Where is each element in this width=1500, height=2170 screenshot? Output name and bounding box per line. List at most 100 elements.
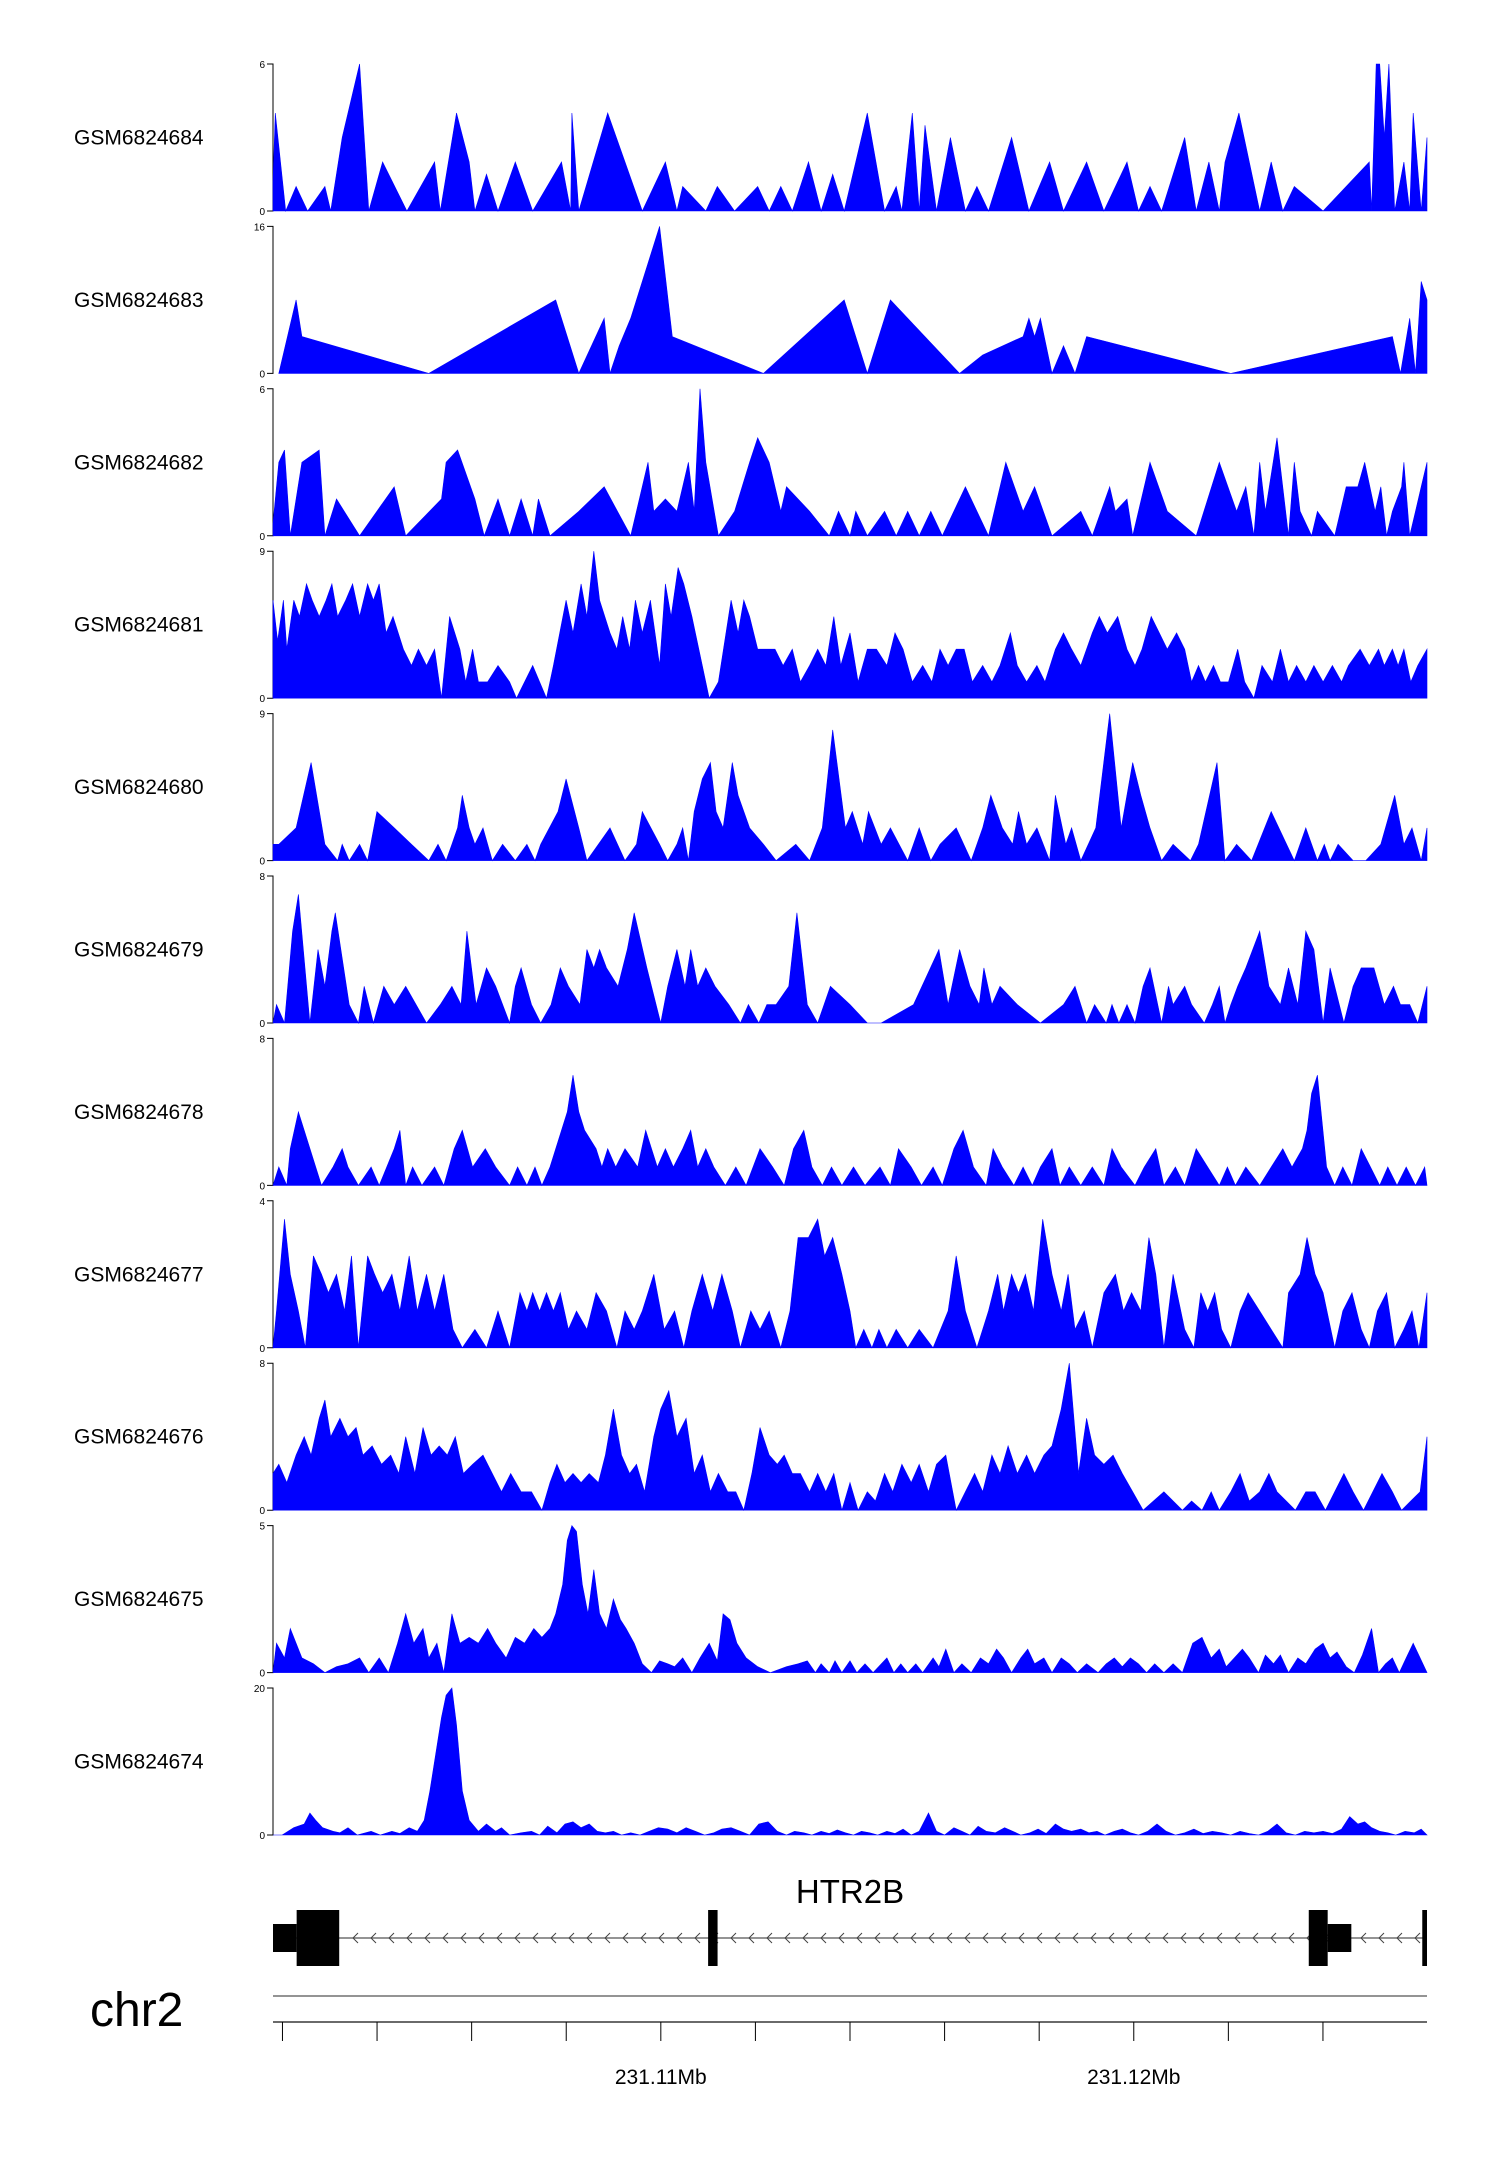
strand-chevron [424, 1932, 431, 1944]
y-tick-max-label: 9 [259, 710, 265, 721]
y-tick-max-label: 8 [259, 1034, 265, 1045]
gene-annotation-track: HTR2B [273, 1873, 1427, 1966]
strand-chevron [1144, 1932, 1151, 1944]
strand-chevron [388, 1932, 395, 1944]
y-tick-min-label: 0 [259, 1669, 265, 1680]
coverage-area [272, 1075, 1428, 1187]
y-axis [267, 1362, 274, 1511]
strand-chevron [1288, 1932, 1295, 1944]
coverage-area [272, 1524, 1428, 1674]
strand-chevron [532, 1932, 539, 1944]
strand-chevron [1234, 1932, 1241, 1944]
track-GSM6824676: GSM6824676 8 0 [74, 1359, 1428, 1517]
strand-chevron [1162, 1932, 1169, 1944]
track-GSM6824684: GSM6824684 6 0 [74, 60, 1428, 218]
coverage-area [278, 226, 1428, 375]
strand-chevron [1072, 1932, 1079, 1944]
track-GSM6824680: GSM6824680 9 0 [74, 710, 1428, 868]
y-tick-min-label: 0 [259, 857, 265, 868]
track-label: GSM6824679 [74, 939, 204, 962]
strand-chevron [748, 1932, 755, 1944]
strand-chevron [694, 1932, 701, 1944]
strand-chevron [838, 1932, 845, 1944]
y-tick-max-label: 16 [254, 222, 266, 233]
strand-chevron [730, 1932, 737, 1944]
track-label: GSM6824677 [74, 1263, 204, 1286]
track-GSM6824678: GSM6824678 8 0 [74, 1034, 1428, 1192]
y-axis [267, 225, 274, 374]
strand-chevron [1108, 1932, 1115, 1944]
gene-name-label: HTR2B [796, 1873, 904, 1910]
strand-chevron [568, 1932, 575, 1944]
y-axis [267, 875, 274, 1024]
coverage-area [272, 1218, 1428, 1349]
coverage-area [273, 1687, 1428, 1836]
genomic-tick-label: 231.11Mb [615, 2066, 707, 2089]
track-label: GSM6824683 [74, 289, 204, 312]
strand-chevron [856, 1932, 863, 1944]
strand-chevron [352, 1932, 359, 1944]
y-tick-max-label: 8 [259, 872, 265, 883]
strand-chevron [1018, 1932, 1025, 1944]
y-tick-max-label: 8 [259, 1359, 265, 1370]
strand-chevron [676, 1932, 683, 1944]
y-axis [267, 1687, 274, 1836]
y-tick-max-label: 20 [254, 1684, 266, 1695]
strand-chevron [1126, 1932, 1133, 1944]
track-GSM6824674: GSM6824674 20 0 [74, 1684, 1428, 1842]
strand-chevron [370, 1932, 377, 1944]
y-tick-min-label: 0 [259, 207, 265, 218]
y-axis [267, 550, 274, 699]
strand-chevron [892, 1932, 899, 1944]
y-axis [267, 63, 274, 212]
coverage-area [272, 894, 1428, 1025]
strand-chevron [1252, 1932, 1259, 1944]
strand-chevron [928, 1932, 935, 1944]
y-axis [267, 1200, 274, 1349]
chromosome-label: chr2 [90, 1984, 183, 2037]
strand-chevron [658, 1932, 665, 1944]
track-GSM6824681: GSM6824681 9 0 [74, 547, 1428, 705]
strand-chevron [406, 1932, 413, 1944]
genomic-tick-label: 231.12Mb [1087, 2066, 1180, 2089]
exon-block [296, 1910, 340, 1966]
strand-chevron [1054, 1932, 1061, 1944]
coverage-area [272, 551, 1428, 700]
strand-chevron [1198, 1932, 1205, 1944]
track-label: GSM6824676 [74, 1426, 204, 1449]
track-label: GSM6824682 [74, 451, 204, 474]
strand-chevrons [352, 1932, 1421, 1944]
strand-chevron [622, 1932, 629, 1944]
y-tick-min-label: 0 [259, 694, 265, 705]
strand-chevron [1360, 1932, 1367, 1944]
coverage-area [272, 63, 1428, 213]
y-tick-min-label: 0 [259, 1019, 265, 1030]
strand-chevron [964, 1932, 971, 1944]
strand-chevron [910, 1932, 917, 1944]
coverage-area [272, 388, 1428, 537]
coverage-tracks: GSM682468460GSM6824683160GSM682468260GSM… [74, 60, 1428, 1842]
strand-chevron [766, 1932, 773, 1944]
track-GSM6824675: GSM6824675 5 0 [74, 1522, 1428, 1680]
strand-chevron [1216, 1932, 1223, 1944]
y-tick-max-label: 6 [259, 385, 265, 396]
y-tick-max-label: 4 [259, 1197, 265, 1208]
strand-chevron [640, 1932, 647, 1944]
exon-block [708, 1910, 718, 1966]
strand-chevron [1180, 1932, 1187, 1944]
exon-block [1422, 1910, 1427, 1966]
strand-chevron [586, 1932, 593, 1944]
strand-chevron [784, 1932, 791, 1944]
strand-chevron [442, 1932, 449, 1944]
exon-block [1327, 1924, 1352, 1952]
strand-chevron [982, 1932, 989, 1944]
track-label: GSM6824680 [74, 776, 204, 799]
strand-chevron [514, 1932, 521, 1944]
y-tick-min-label: 0 [259, 532, 265, 543]
y-tick-min-label: 0 [259, 1344, 265, 1355]
strand-chevron [802, 1932, 809, 1944]
strand-chevron [1270, 1932, 1277, 1944]
exon-block [1308, 1910, 1328, 1966]
strand-chevron [1378, 1932, 1385, 1944]
